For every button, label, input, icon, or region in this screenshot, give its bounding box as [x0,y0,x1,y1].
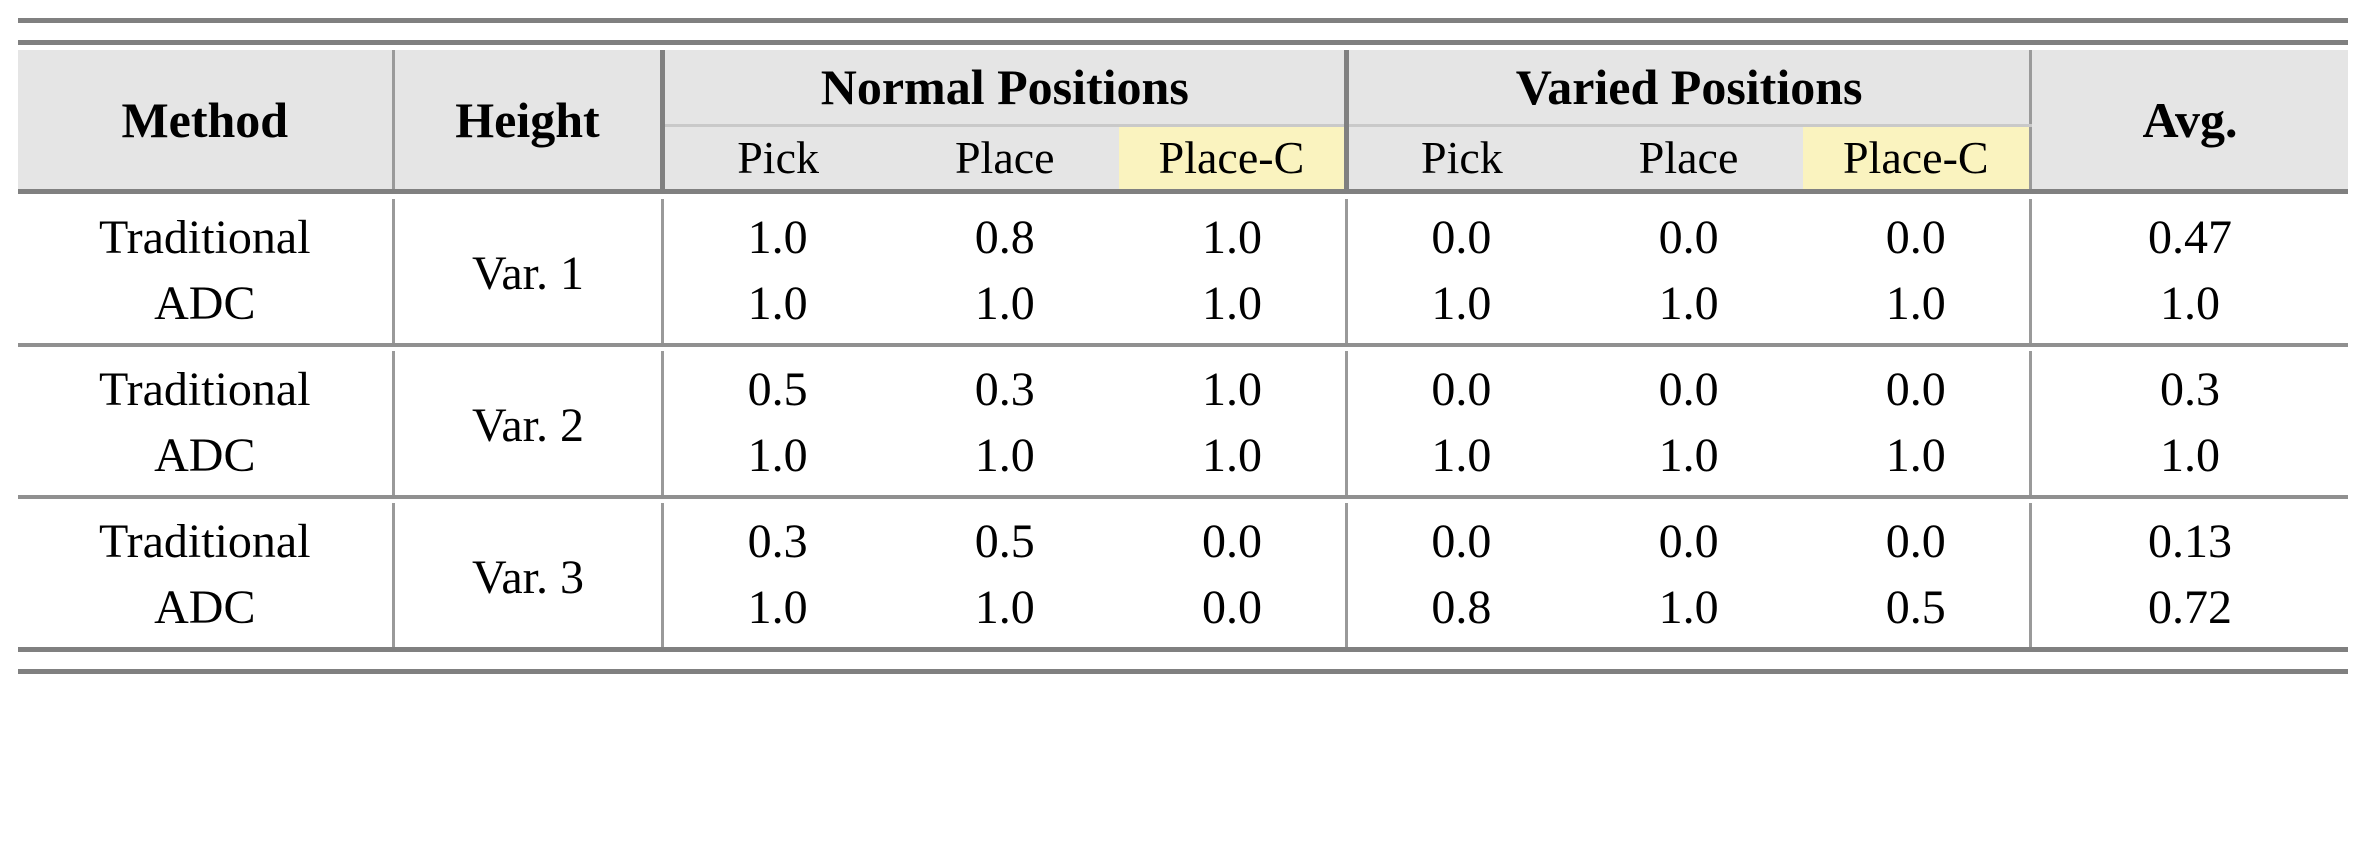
cell-varied-place-c: 1.0 [1802,271,2031,345]
header-row-groups: Method Height Normal Positions Varied Po… [18,50,2348,192]
top-rule-inner [18,40,2348,50]
table-row: Traditional Var. 3 0.3 0.5 0.0 0.0 0.0 0… [18,503,2348,650]
cell-avg: 0.72 [2029,575,2348,650]
cell-height: Var. 3 [391,503,663,650]
cell-normal-place: 0.3 [890,351,1119,423]
col-header-normal-place-c: Place-C [1118,125,1347,192]
table-row: Traditional Var. 1 1.0 0.8 1.0 0.0 0.0 0… [18,199,2348,345]
cell-normal-place: 1.0 [890,271,1119,345]
group-header-varied-positions: Varied Positions [1344,50,2031,127]
cell-varied-place: 1.0 [1574,575,1803,650]
rule-line [18,495,2348,503]
cell-normal-place-c: 1.0 [1118,199,1347,271]
cell-normal-pick: 1.0 [661,575,891,650]
cell-varied-place-c: 1.0 [1802,423,2031,497]
cell-normal-pick: 1.0 [661,271,891,345]
table-row: ADC 1.0 1.0 0.0 0.8 1.0 0.5 0.72 [18,575,2348,650]
rule-gap-line [18,28,2348,43]
rule-line [18,40,2348,50]
cell-normal-pick: 0.3 [661,503,891,575]
cell-varied-pick: 0.0 [1345,503,1575,575]
cell-normal-place: 1.0 [890,423,1119,497]
block-separator-rule [18,495,2348,503]
header-row-metrics: Pick Place Place-C Pick Place Place-C [18,125,2348,192]
cell-method: Traditional [18,199,394,271]
col-header-height: Height [391,50,663,192]
cell-varied-pick: 1.0 [1345,423,1575,497]
group-header-normal-positions: Normal Positions [660,50,1347,127]
rule-gap-line [18,657,2348,672]
cell-varied-place: 0.0 [1574,199,1803,271]
cell-normal-place: 1.0 [890,575,1119,650]
cell-varied-pick: 1.0 [1345,271,1575,345]
col-header-normal-pick: Pick [660,125,891,192]
col-header-method: Method [18,50,394,192]
cell-normal-place: 0.5 [890,503,1119,575]
top-rule-gap [18,28,2348,43]
col-header-varied-pick: Pick [1344,125,1575,192]
cell-varied-place-c: 0.5 [1802,575,2031,650]
cell-method: Traditional [18,351,394,423]
cell-normal-place-c: 0.0 [1118,575,1347,650]
cell-normal-place-c: 1.0 [1118,423,1347,497]
cell-normal-place-c: 1.0 [1118,271,1347,345]
cell-normal-pick: 1.0 [661,423,891,497]
bottom-rule-outer [18,669,2348,679]
cell-normal-pick: 0.5 [661,351,891,423]
block-separator-rule [18,343,2348,351]
top-rule-outer [18,18,2348,28]
header-bottom-rule [18,189,2348,199]
cell-varied-pick: 0.8 [1345,575,1575,650]
bottom-rule-gap [18,657,2348,672]
cell-normal-place-c: 1.0 [1118,351,1347,423]
cell-method: ADC [18,423,394,497]
cell-varied-pick: 0.0 [1345,351,1575,423]
cell-varied-place-c: 0.0 [1802,351,2031,423]
table-row: ADC 1.0 1.0 1.0 1.0 1.0 1.0 1.0 [18,271,2348,345]
col-header-avg: Avg. [2029,50,2348,192]
cell-height: Var. 1 [391,199,663,345]
rule-line [18,18,2348,28]
cell-normal-place: 0.8 [890,199,1119,271]
cell-avg: 0.3 [2029,351,2348,423]
rule-line [18,647,2348,657]
col-header-varied-place: Place [1574,125,1803,192]
cell-varied-place-c: 0.0 [1802,503,2031,575]
cell-avg: 1.0 [2029,271,2348,345]
cell-varied-pick: 0.0 [1345,199,1575,271]
cell-height: Var. 2 [391,351,663,497]
rule-line [18,189,2348,199]
cell-varied-place: 0.0 [1574,351,1803,423]
cell-avg: 0.13 [2029,503,2348,575]
results-table: Method Height Normal Positions Varied Po… [18,18,2348,679]
cell-varied-place: 1.0 [1574,423,1803,497]
cell-method: ADC [18,575,394,650]
cell-varied-place: 0.0 [1574,503,1803,575]
table-row: Traditional Var. 2 0.5 0.3 1.0 0.0 0.0 0… [18,351,2348,497]
cell-normal-pick: 1.0 [661,199,891,271]
cell-avg: 1.0 [2029,423,2348,497]
table-row: ADC 1.0 1.0 1.0 1.0 1.0 1.0 1.0 [18,423,2348,497]
cell-varied-place-c: 0.0 [1802,199,2031,271]
rule-line [18,343,2348,351]
cell-avg: 0.47 [2029,199,2348,271]
col-header-varied-place-c: Place-C [1802,125,2031,192]
bottom-rule-inner [18,647,2348,657]
cell-method: Traditional [18,503,394,575]
col-header-normal-place: Place [890,125,1119,192]
cell-normal-place-c: 0.0 [1118,503,1347,575]
cell-varied-place: 1.0 [1574,271,1803,345]
rule-line [18,669,2348,679]
cell-method: ADC [18,271,394,345]
